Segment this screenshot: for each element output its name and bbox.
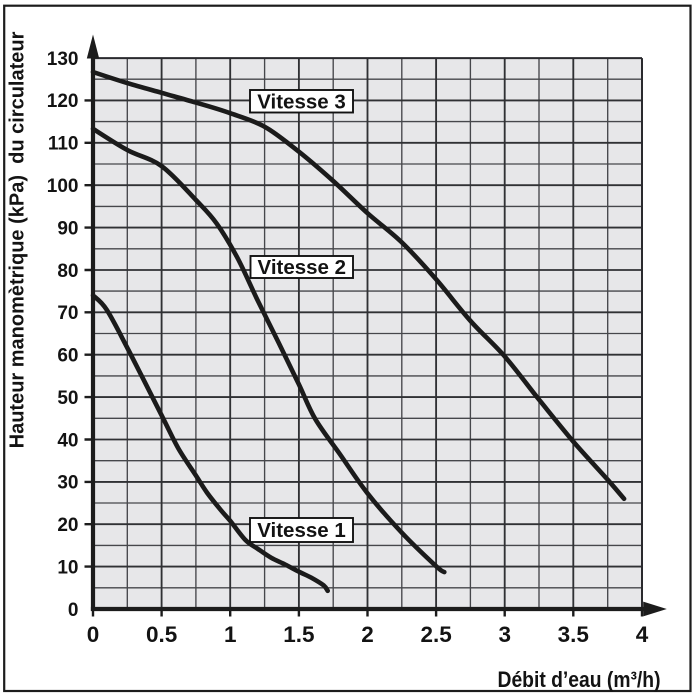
- svg-text:40: 40: [57, 430, 78, 451]
- svg-text:10: 10: [57, 557, 78, 578]
- svg-text:110: 110: [48, 134, 79, 155]
- svg-text:1: 1: [224, 622, 237, 647]
- svg-text:80: 80: [57, 261, 78, 282]
- svg-text:130: 130: [47, 49, 79, 70]
- svg-text:3: 3: [498, 622, 511, 647]
- svg-text:20: 20: [57, 515, 78, 536]
- svg-text:0: 0: [87, 622, 100, 647]
- svg-text:3.5: 3.5: [558, 622, 589, 647]
- svg-text:Vitesse 3: Vitesse 3: [257, 91, 346, 114]
- svg-text:90: 90: [57, 218, 78, 239]
- svg-text:2.5: 2.5: [420, 622, 451, 647]
- svg-text:1.5: 1.5: [283, 622, 314, 647]
- svg-text:100: 100: [47, 176, 79, 197]
- svg-text:Débit d’eau (m³/h): Débit d’eau (m³/h): [498, 667, 661, 692]
- svg-text:0.5: 0.5: [146, 622, 177, 647]
- svg-text:2: 2: [361, 622, 374, 647]
- svg-text:Vitesse 1: Vitesse 1: [257, 519, 346, 542]
- svg-text:0: 0: [68, 600, 79, 621]
- svg-text:Vitesse 2: Vitesse 2: [258, 256, 347, 279]
- svg-text:50: 50: [57, 388, 78, 409]
- svg-text:120: 120: [47, 91, 79, 112]
- svg-text:Hauteur manomètrique (kPa) du: Hauteur manomètrique (kPa) du circulateu…: [7, 31, 29, 448]
- svg-text:60: 60: [57, 346, 78, 367]
- svg-text:30: 30: [57, 473, 78, 494]
- svg-text:70: 70: [57, 303, 78, 324]
- svg-text:4: 4: [636, 622, 649, 647]
